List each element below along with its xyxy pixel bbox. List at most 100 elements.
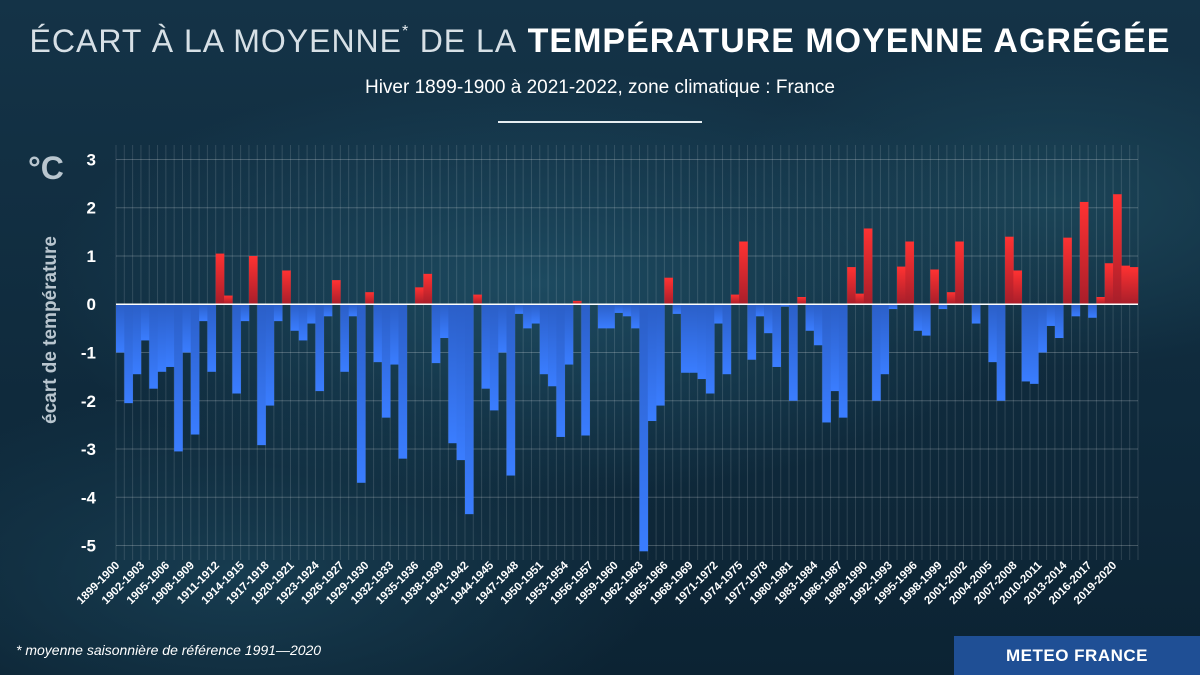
y-ticks: 3 2 1 0 -1 -2 -3 -4 -5 xyxy=(81,151,97,556)
title-mid: DE LA xyxy=(419,23,518,59)
bar-1964-1965 xyxy=(656,304,665,406)
bar-1912-1913 xyxy=(224,295,233,305)
bar-2017-2018 xyxy=(1096,297,1106,305)
bar-1946-1947 xyxy=(506,304,516,476)
bar-1973-1974 xyxy=(730,294,740,305)
bar-1954-1955 xyxy=(572,300,582,305)
bar-1929-1930 xyxy=(365,292,374,305)
bar-1949-1950 xyxy=(531,304,541,324)
bar-1997-1998 xyxy=(930,269,939,305)
bar-1985-1986 xyxy=(830,304,840,392)
bar-2007-2008 xyxy=(1013,270,1022,305)
bar-2021-2022 xyxy=(1129,267,1139,305)
bar-1933-1934 xyxy=(398,304,408,459)
bar-1923-1924 xyxy=(315,304,325,392)
bar-1976-1977 xyxy=(755,304,765,317)
bar-1909-1910 xyxy=(199,304,208,322)
bar-2014-2015 xyxy=(1071,304,1081,317)
title-light: ÉCART À LA MOYENNE xyxy=(29,23,402,59)
bar-1899-1900 xyxy=(116,304,125,353)
y-tick-label: -3 xyxy=(81,440,96,459)
bar-1965-1966 xyxy=(664,277,673,305)
bar-1927-1928 xyxy=(348,304,358,317)
bar-1917-1918 xyxy=(265,304,275,406)
bar-1971-1972 xyxy=(714,304,723,324)
bar-1967-1968 xyxy=(681,304,690,373)
bar-1944-1945 xyxy=(489,304,499,411)
bar-1910-1911 xyxy=(207,304,217,372)
bar-1918-1919 xyxy=(273,304,283,322)
bar-1975-1976 xyxy=(747,304,757,360)
y-tick-label: -2 xyxy=(81,392,96,411)
bar-1953-1954 xyxy=(564,304,574,365)
bar-2013-2014 xyxy=(1063,237,1072,305)
bar-1903-1904 xyxy=(149,304,158,389)
bar-1928-1929 xyxy=(356,304,366,483)
title-asterisk: * xyxy=(402,22,410,40)
unit-label: °C xyxy=(28,150,64,186)
bar-1974-1975 xyxy=(739,241,748,305)
bar-1915-1916 xyxy=(248,255,258,305)
bar-1958-1959 xyxy=(606,304,615,329)
bar-1914-1915 xyxy=(240,304,250,322)
bar-1982-1983 xyxy=(805,304,815,331)
bar-1978-1979 xyxy=(772,304,782,367)
bar-1941-1942 xyxy=(464,304,474,515)
bar-1959-1960 xyxy=(614,304,624,313)
bar-1932-1933 xyxy=(390,304,399,365)
bar-1983-1984 xyxy=(813,304,823,346)
bar-1945-1946 xyxy=(498,304,507,353)
chart-title: ÉCART À LA MOYENNE* DE LA TEMPÉRATURE MO… xyxy=(0,22,1200,61)
bar-1925-1926 xyxy=(332,280,341,305)
bars xyxy=(116,194,1139,552)
bar-2000-2001 xyxy=(955,241,964,305)
bar-2005-2006 xyxy=(996,304,1006,401)
bar-1920-1921 xyxy=(290,304,300,331)
bar-1981-1982 xyxy=(797,297,806,305)
bar-1905-1906 xyxy=(165,304,175,367)
bar-1908-1909 xyxy=(190,304,200,435)
bar-1955-1956 xyxy=(581,304,590,436)
bar-1998-1999 xyxy=(938,304,948,310)
bar-2002-2003 xyxy=(971,304,981,324)
bar-1969-1970 xyxy=(697,304,707,380)
footnote: * moyenne saisonnière de référence 1991—… xyxy=(16,642,322,658)
bar-1991-1992 xyxy=(880,304,890,375)
bar-1901-1902 xyxy=(132,304,142,375)
bar-2012-2013 xyxy=(1054,304,1064,339)
bar-1970-1971 xyxy=(705,304,715,394)
bar-1935-1936 xyxy=(415,287,424,305)
bar-1960-1961 xyxy=(622,304,632,317)
bar-2004-2005 xyxy=(988,304,998,363)
y-tick-label: 2 xyxy=(87,199,96,218)
bar-1986-1987 xyxy=(838,304,848,418)
bar-1957-1958 xyxy=(597,304,607,329)
x-ticks: 1899-19001902-19031905-19061908-19091911… xyxy=(75,559,1119,607)
bar-1966-1967 xyxy=(672,304,682,314)
bar-2008-2009 xyxy=(1021,304,1031,382)
y-tick-label: 3 xyxy=(87,151,96,170)
meteo-france-logo: METEO FRANCE xyxy=(954,636,1200,675)
bar-1961-1962 xyxy=(631,304,640,329)
bar-1999-2000 xyxy=(946,292,956,305)
bar-2018-2019 xyxy=(1104,263,1114,305)
bar-1994-1995 xyxy=(905,241,914,305)
bar-1995-1996 xyxy=(913,304,923,331)
bar-1924-1925 xyxy=(323,304,333,317)
bar-1951-1952 xyxy=(548,304,557,387)
bar-2010-2011 xyxy=(1038,304,1047,353)
bar-1942-1943 xyxy=(473,294,482,305)
bar-1979-1980 xyxy=(780,304,790,307)
bar-1980-1981 xyxy=(789,304,798,401)
bar-1948-1949 xyxy=(523,304,532,329)
bar-1977-1978 xyxy=(764,304,773,334)
bar-1996-1997 xyxy=(921,304,931,336)
bar-1921-1922 xyxy=(298,304,308,341)
bar-1937-1938 xyxy=(431,304,441,364)
bar-2011-2012 xyxy=(1046,304,1056,326)
y-tick-label: -5 xyxy=(81,537,96,556)
bar-1911-1912 xyxy=(215,253,225,305)
bar-1952-1953 xyxy=(556,304,565,437)
bar-1913-1914 xyxy=(232,304,241,394)
title-bold: TEMPÉRATURE MOYENNE AGRÉGÉE xyxy=(527,22,1171,60)
